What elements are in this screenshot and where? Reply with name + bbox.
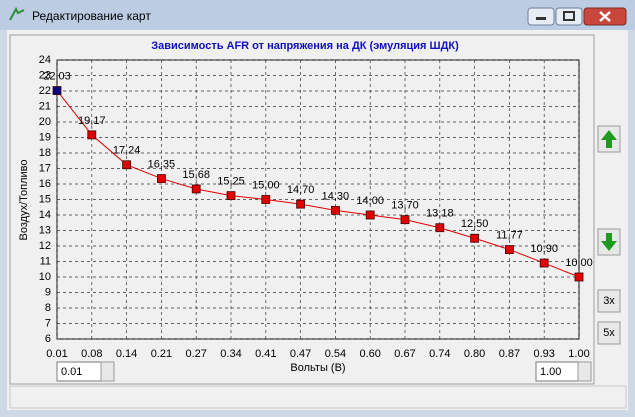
y-tick-label: 14: [39, 209, 51, 221]
y-tick-label: 13: [39, 224, 51, 236]
value-label: 15,25: [217, 176, 245, 188]
up-arrow: [601, 130, 617, 148]
value-label: 10,00: [565, 257, 593, 269]
x-tick-label: 0.27: [185, 348, 206, 360]
data-marker: [400, 215, 410, 225]
data-marker: [226, 191, 236, 201]
x-tick-label: 0.47: [290, 348, 311, 360]
zoom-3-button[interactable]: [597, 289, 621, 313]
y-tick-label: 16: [39, 178, 51, 190]
value-label: 19,17: [78, 115, 106, 127]
x-tick-label: 0.60: [359, 348, 380, 360]
value-label: 14,70: [287, 184, 315, 196]
x-tick-label: 0.54: [325, 348, 346, 360]
y-tick-label: 21: [39, 100, 51, 112]
x-tick-label: 0.21: [151, 348, 172, 360]
y-tick-label: 17: [39, 162, 51, 174]
zoom-5-label: 5x: [603, 327, 615, 339]
y-tick-label: 10: [39, 271, 51, 283]
data-marker: [504, 245, 514, 254]
value-label: 17,24: [113, 145, 141, 157]
y-tick-label: 23: [39, 69, 51, 81]
data-marker: [156, 174, 166, 183]
x-tick-label: 0.41: [255, 348, 276, 360]
y-tick-label: 24: [39, 54, 51, 66]
max-input-text: 1.00: [540, 366, 561, 378]
chart-title: Зависимость AFR от напряжения на ДК (эму…: [151, 40, 459, 52]
data-marker: [87, 130, 97, 140]
x-tick-label: 0.87: [499, 348, 520, 360]
y-tick-label: 15: [39, 193, 51, 205]
value-label: 16,35: [148, 158, 176, 170]
y-axis-label: Воздух/Топливо: [18, 160, 30, 241]
data-marker: [365, 210, 375, 220]
value-label: 11,77: [496, 229, 523, 241]
data-line: [56, 90, 580, 278]
value-label: 12,50: [461, 218, 489, 230]
maximize-button[interactable]: [555, 7, 583, 26]
value-label: 14,00: [356, 195, 384, 207]
data-marker: [470, 233, 480, 243]
y-tick-label: 9: [45, 286, 51, 298]
x-tick-label: 1.00: [568, 348, 589, 360]
value-label: 15,00: [252, 179, 280, 191]
y-tick-label: 20: [39, 116, 51, 128]
maximize-icon: [563, 11, 575, 21]
x-tick-label: 0.80: [464, 348, 485, 360]
value-label: 10,90: [530, 243, 558, 255]
close-icon: [599, 11, 611, 22]
max-spinner[interactable]: [577, 361, 592, 382]
y-tick-label: 6: [45, 333, 51, 345]
data-marker: [52, 86, 62, 95]
x-tick-label: 0.93: [533, 348, 554, 360]
x-tick-label: 0.74: [429, 348, 450, 360]
data-marker: [330, 205, 340, 215]
minimize-icon: [536, 17, 546, 20]
y-tick-label: 7: [45, 317, 51, 329]
x-tick-label: 0.08: [81, 348, 102, 360]
y-tick-label: 22: [39, 85, 51, 97]
y-tick-label: 8: [45, 302, 51, 314]
value-label: 14,30: [322, 190, 350, 202]
min-spinner[interactable]: [100, 361, 115, 382]
value-label: 15,68: [182, 169, 210, 181]
data-marker: [261, 195, 271, 204]
data-marker: [296, 199, 306, 209]
status-bar: [9, 385, 627, 409]
data-marker: [435, 223, 445, 233]
zoom-3-label: 3x: [603, 295, 615, 307]
value-label: 13,70: [391, 200, 419, 212]
minimize-button[interactable]: [527, 7, 555, 26]
value-label: 13,18: [426, 208, 454, 220]
x-axis-label: Вольты (В): [290, 362, 345, 374]
x-tick-label: 0.01: [46, 348, 67, 360]
y-tick-label: 19: [39, 131, 51, 143]
y-tick-label: 11: [40, 255, 51, 267]
min-input-text: 0.01: [61, 366, 82, 378]
y-tick-label: 18: [39, 147, 51, 159]
zoom-5-button[interactable]: [597, 321, 621, 345]
data-marker: [191, 184, 201, 194]
x-tick-label: 0.14: [116, 348, 137, 360]
down-arrow: [601, 233, 617, 251]
x-tick-label: 0.67: [394, 348, 415, 360]
value-label: 22,03: [43, 70, 71, 82]
data-marker: [122, 160, 131, 170]
data-marker: [574, 272, 584, 282]
x-tick-label: 0.34: [220, 348, 241, 360]
window-title: Редактирование карт: [32, 9, 151, 23]
data-marker: [539, 258, 549, 268]
app-icon: [9, 6, 25, 21]
y-tick-label: 12: [39, 240, 51, 252]
